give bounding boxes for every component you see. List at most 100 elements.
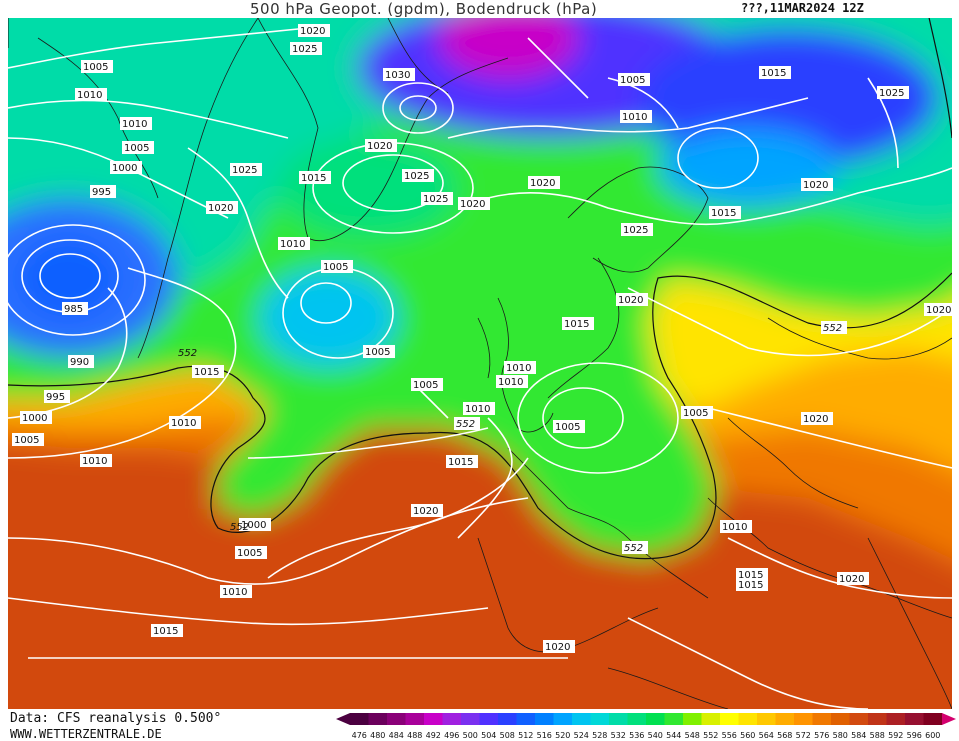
legend-label: 512	[518, 731, 533, 740]
legend-swatch	[886, 713, 906, 725]
legend-swatch	[350, 713, 369, 725]
data-source: Data: CFS reanalysis 0.500°	[10, 711, 222, 726]
contour-label: 552	[823, 323, 842, 334]
legend-swatch	[498, 713, 517, 725]
isobar-label: 1010	[280, 239, 305, 250]
legend-label: 524	[574, 731, 589, 740]
legend-swatch	[905, 713, 924, 725]
legend-label: 564	[759, 731, 774, 740]
coastlines	[37, 18, 952, 709]
isobar-label: 1000	[112, 163, 137, 174]
isobar-label: 1005	[683, 408, 708, 419]
isobar-label: 1005	[365, 347, 390, 358]
isobar-label: 1015	[738, 580, 763, 591]
isobar-label: 1020	[839, 574, 864, 585]
isobar-label: 1025	[623, 225, 648, 236]
isobar-label: 1005	[413, 380, 438, 391]
isobar-label: 1010	[498, 377, 523, 388]
isobar-label: 1010	[171, 418, 196, 429]
legend-label: 560	[740, 731, 755, 740]
isobar-label: 1020	[460, 199, 485, 210]
legend-swatch	[849, 713, 869, 725]
geopotential-552-contour	[8, 272, 952, 560]
legend-arrow-left	[336, 713, 350, 725]
weather-map: 1020 1025 1005 1010 1030 1010 1005 1000 …	[8, 18, 952, 709]
legend-label: 592	[888, 731, 903, 740]
isobar-label: 1010	[122, 119, 147, 130]
isobar-label: 990	[70, 357, 89, 368]
site-url: WWW.WETTERZENTRALE.DE	[10, 727, 162, 741]
isobar-label: 1015	[738, 570, 763, 581]
isobar-label: 1030	[385, 70, 410, 81]
legend-label: 596	[907, 731, 922, 740]
contour-label: 552	[624, 543, 643, 554]
legend-swatch	[387, 713, 406, 725]
legend-label: 516	[537, 731, 552, 740]
legend-label: 528	[592, 731, 607, 740]
legend-swatch	[461, 713, 480, 725]
legend-label: 480	[370, 731, 385, 740]
legend-swatch	[535, 713, 554, 725]
isobar-label: 1015	[301, 173, 326, 184]
legend-swatch	[683, 713, 702, 725]
isobar-label: 1020	[530, 178, 555, 189]
isobar-label: 1015	[153, 626, 178, 637]
isobar-label: 1025	[423, 194, 448, 205]
map-date: ???,11MAR2024 12Z	[741, 1, 864, 15]
legend-swatch	[405, 713, 425, 725]
legend-label: 504	[481, 731, 496, 740]
legend-swatch	[868, 713, 887, 725]
isobar-label: 1015	[761, 68, 786, 79]
isobar-label: 985	[64, 304, 83, 315]
legend-label: 500	[463, 731, 478, 740]
isobar-label: 1025	[292, 44, 317, 55]
legend-label: 548	[685, 731, 700, 740]
isobar-label: 1015	[711, 208, 736, 219]
legend-swatch	[590, 713, 610, 725]
legend-swatch	[831, 713, 850, 725]
legend-label: 556	[722, 731, 737, 740]
legend-swatch	[757, 713, 776, 725]
contour-label: 552	[230, 522, 249, 533]
isobar-label: 1015	[194, 367, 219, 378]
legend-label: 600	[925, 731, 940, 740]
isobar-label: 1020	[367, 141, 392, 152]
legend-swatch	[627, 713, 647, 725]
isobar-label: 1005	[555, 422, 580, 433]
isobar-label: 1020	[300, 26, 325, 37]
legend-swatch	[424, 713, 443, 725]
legend-label: 484	[389, 731, 404, 740]
isobar-label: 1015	[448, 457, 473, 468]
color-legend: 476 480 484 488 492 496 500 504 508 512 516 520 524 5…	[336, 713, 956, 740]
isobar-label: 1020	[803, 180, 828, 191]
isobar-label: 1010	[77, 90, 102, 101]
isobar-label: 1010	[222, 587, 247, 598]
legend-swatch	[442, 713, 462, 725]
isobar-label: 1025	[879, 88, 904, 99]
legend-swatch	[738, 713, 758, 725]
contour-label: 552	[456, 419, 475, 430]
isobar-label: 1010	[506, 363, 531, 374]
isobar-label: 1005	[124, 143, 149, 154]
isobar-label: 1015	[564, 319, 589, 330]
isobar-label: 995	[46, 392, 65, 403]
legend-label: 544	[666, 731, 681, 740]
legend-swatch	[572, 713, 591, 725]
legend-label: 496	[444, 731, 459, 740]
legend-swatch	[479, 713, 499, 725]
geopotential-field	[8, 18, 952, 709]
legend-swatch	[609, 713, 628, 725]
legend-label: 532	[611, 731, 626, 740]
legend-arrow-right	[942, 713, 956, 725]
legend-label: 520	[555, 731, 570, 740]
legend-label: 536	[629, 731, 644, 740]
legend-label: 580	[833, 731, 848, 740]
legend-label: 552	[703, 731, 718, 740]
isobar-label: 1020	[803, 414, 828, 425]
isobar-label: 1010	[465, 404, 490, 415]
isobar-label: 1000	[22, 413, 47, 424]
isobar-label: 1005	[323, 262, 348, 273]
isobar-label: 1005	[237, 548, 262, 559]
isobar-label: 1010	[622, 112, 647, 123]
isobar-label: 1020	[413, 506, 438, 517]
